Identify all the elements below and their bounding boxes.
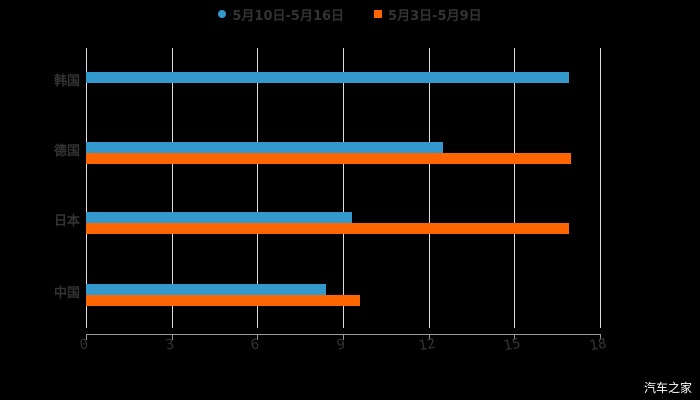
x-tick xyxy=(600,334,601,340)
watermark: 汽车之家 xyxy=(643,381,692,395)
legend-marker-square-icon xyxy=(374,10,383,18)
x-tick xyxy=(514,334,516,340)
x-tick xyxy=(428,334,430,340)
legend-marker-circle-icon xyxy=(218,10,227,18)
x-tick-label: 3 xyxy=(164,336,176,354)
y-category-label: 中国 xyxy=(53,286,80,301)
plot-area xyxy=(86,48,601,328)
x-tick xyxy=(257,334,259,340)
bar[interactable] xyxy=(86,212,352,223)
bar[interactable] xyxy=(86,295,361,306)
chart-legend: 5月10日-5月16日 5月3日-5月9日 xyxy=(0,4,700,24)
legend-item-series-2[interactable]: 5月3日-5月9日 xyxy=(374,4,482,24)
y-category-label: 韩国 xyxy=(53,74,80,89)
gridline xyxy=(428,48,430,328)
bar[interactable] xyxy=(86,142,443,153)
x-tick-label: 9 xyxy=(335,336,347,354)
bar[interactable] xyxy=(86,284,326,295)
x-tick xyxy=(86,334,87,340)
x-tick xyxy=(343,334,344,340)
x-tick-label: 15 xyxy=(502,335,523,355)
bar[interactable] xyxy=(86,223,569,234)
legend-label: 5月3日-5月9日 xyxy=(388,8,482,24)
gridline xyxy=(257,48,259,328)
y-category-label: 德国 xyxy=(53,144,80,159)
gridline xyxy=(343,48,344,328)
x-tick xyxy=(171,334,173,340)
gridline xyxy=(600,48,601,328)
x-tick-label: 18 xyxy=(588,335,608,355)
bar[interactable] xyxy=(86,153,572,164)
x-tick-label: 6 xyxy=(249,336,261,354)
gridline xyxy=(86,48,87,328)
x-tick-label: 0 xyxy=(78,336,90,354)
y-category-label: 日本 xyxy=(53,214,80,229)
x-tick-label: 12 xyxy=(416,335,437,355)
bar[interactable] xyxy=(86,72,569,83)
gridline xyxy=(514,48,516,328)
gridline xyxy=(171,48,173,328)
legend-label: 5月10日-5月16日 xyxy=(232,8,345,24)
legend-item-series-1[interactable]: 5月10日-5月16日 xyxy=(218,4,344,24)
